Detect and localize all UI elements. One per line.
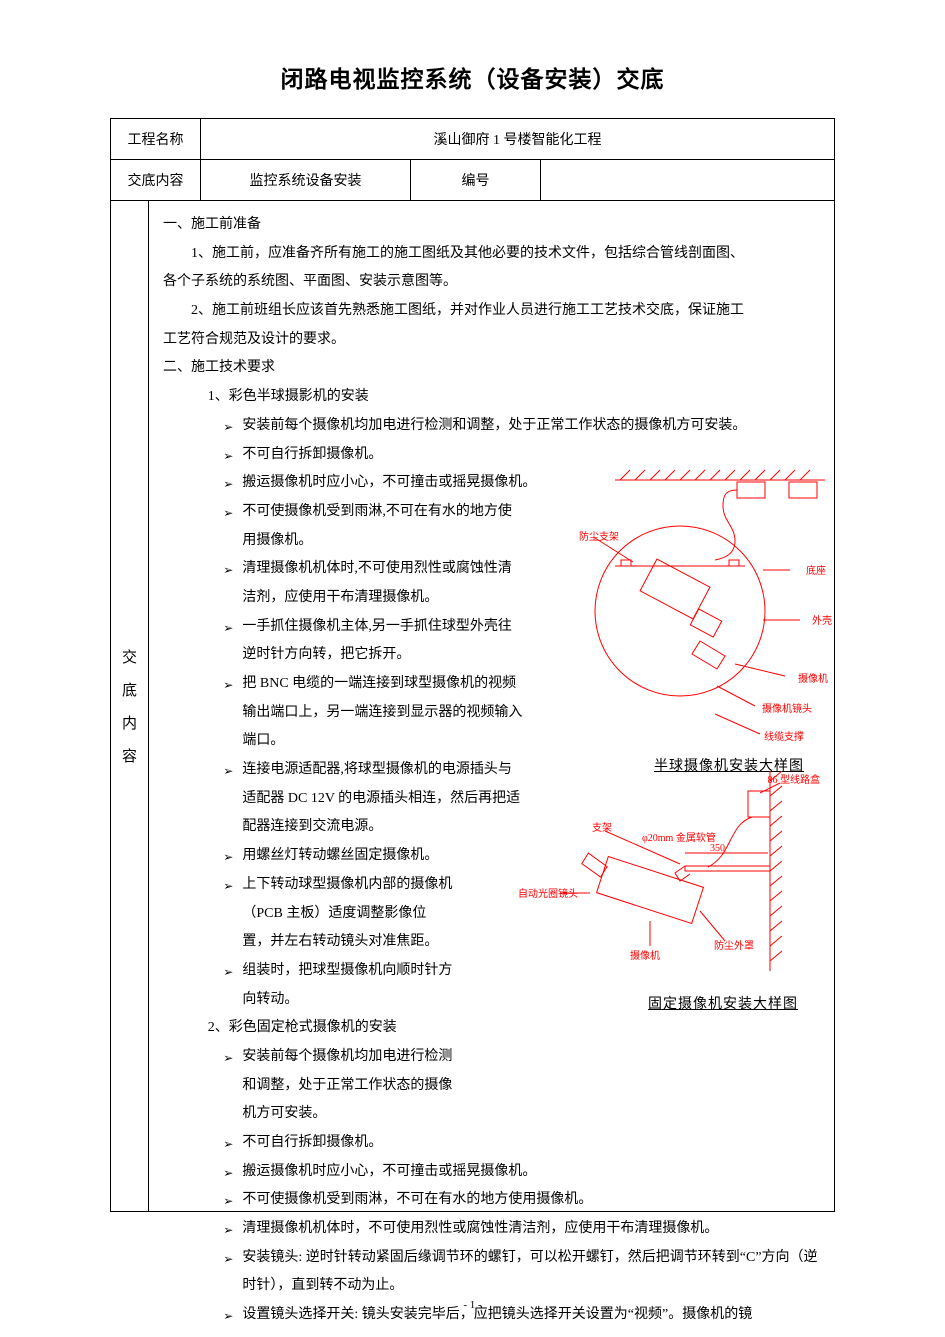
- paragraph: 2、施工前班组长应该首先熟悉施工图纸，并对作业人员进行施工工艺技术交底，保证施工: [163, 297, 820, 326]
- bullet-text: 一手抓住摄像机主体,另一手抓住球型外壳往逆时针方向转，把它拆开。: [242, 613, 522, 670]
- diagram-annotation: 自动光圈镜头: [518, 885, 578, 906]
- bullet-text: 安装前每个摄像机均加电进行检测和调整，处于正常工作状态的摄像机方可安装。: [242, 1043, 452, 1129]
- bullet-icon: ➢: [223, 441, 242, 470]
- content-label: 交底内容: [111, 160, 201, 201]
- content-cell: 交 底 内 容 一、施工前准备 1、施工前，应准备齐所有施工的施工图纸及其他必要…: [111, 201, 835, 1212]
- diagram-annotation: 线缆支撑: [764, 728, 804, 749]
- bullet-icon: ➢: [223, 498, 242, 555]
- list-item: ➢搬运摄像机时应小心，不可撞击或摇晃摄像机。: [163, 1158, 820, 1187]
- diagram-annotation: 86 型线路盒: [768, 771, 821, 792]
- bullet-icon: ➢: [223, 1158, 242, 1187]
- bullet-text: 不可自行拆卸摄像机。: [242, 1129, 820, 1158]
- project-name-label: 工程名称: [111, 119, 201, 160]
- heading-1: 一、施工前准备: [163, 211, 820, 240]
- heading-2: 二、施工技术要求: [163, 354, 820, 383]
- page-footer: - 1 -: [0, 1299, 945, 1311]
- bullet-icon: ➢: [223, 756, 242, 842]
- side-char: 底: [122, 679, 137, 700]
- bullet-icon: ➢: [223, 412, 242, 441]
- diagram-annotation: 防尘支架: [579, 528, 619, 549]
- diagram-annotation: 摄像机: [630, 947, 660, 968]
- diagram-annotation: 支架: [592, 819, 612, 840]
- bullet-text: 把 BNC 电缆的一端连接到球型摄像机的视频输出端口上，另一端连接到显示器的视频…: [242, 670, 522, 756]
- bullet-icon: ➢: [223, 670, 242, 756]
- diagram-annotation: 摄像机镜头: [762, 700, 812, 721]
- project-name-value: 溪山御府 1 号楼智能化工程: [201, 119, 835, 160]
- side-char: 内: [122, 712, 137, 733]
- bullet-text: 连接电源适配器,将球型摄像机的电源插头与适配器 DC 12V 的电源插头相连，然…: [242, 756, 522, 842]
- list-item: ➢清理摄像机机体时，不可使用烈性或腐蚀性清洁剂，应使用干布清理摄像机。: [163, 1215, 820, 1244]
- bullet-icon: ➢: [223, 1129, 242, 1158]
- side-char: 交: [122, 646, 137, 667]
- fixed-diagram-svg: [530, 771, 800, 991]
- bullet-text: 不可使摄像机受到雨淋，不可在有水的地方使用摄像机。: [242, 1186, 820, 1215]
- bullet-text: 安装前每个摄像机均加电进行检测和调整，处于正常工作状态的摄像机方可安装。: [242, 412, 820, 441]
- bullet-text: 不可自行拆卸摄像机。: [242, 441, 820, 470]
- list-item: ➢安装前每个摄像机均加电进行检测和调整，处于正常工作状态的摄像机方可安装。: [163, 412, 820, 441]
- diagram-annotation: 摄像机: [798, 670, 828, 691]
- bullet-icon: ➢: [223, 1215, 242, 1244]
- content-body: 一、施工前准备 1、施工前，应准备齐所有施工的施工图纸及其他必要的技术文件，包括…: [149, 201, 834, 1211]
- table-row: 工程名称 溪山御府 1 号楼智能化工程: [111, 119, 835, 160]
- number-label: 编号: [411, 160, 541, 201]
- diagram-annotation: 防尘外罩: [714, 937, 754, 958]
- table-row: 交 底 内 容 一、施工前准备 1、施工前，应准备齐所有施工的施工图纸及其他必要…: [111, 201, 835, 1212]
- list-item: ➢不可自行拆卸摄像机。: [163, 441, 820, 470]
- bullet-icon: ➢: [223, 613, 242, 670]
- list-item: ➢安装前每个摄像机均加电进行检测和调整，处于正常工作状态的摄像机方可安装。: [163, 1043, 820, 1129]
- diagram-caption: 固定摄像机安装大样图: [648, 991, 798, 1020]
- bullet-icon: ➢: [223, 957, 242, 1014]
- bullet-icon: ➢: [223, 1043, 242, 1129]
- paragraph: 1、施工前，应准备齐所有施工的施工图纸及其他必要的技术文件，包括综合管线剖面图、: [163, 240, 820, 269]
- fixed-camera-diagram: 86 型线路盒 支架 350 φ20mm 金属软管 自动光圈镜头 摄像机 防尘外…: [530, 771, 800, 991]
- bullet-text: 组装时，把球型摄像机向顺时针方向转动。: [242, 957, 452, 1014]
- paragraph: 各个子系统的系统图、平面图、安装示意图等。: [163, 268, 820, 297]
- paragraph: 工艺符合规范及设计的要求。: [163, 326, 820, 355]
- diagram-annotation: φ20mm 金属软管: [642, 829, 716, 850]
- number-value: [541, 160, 835, 201]
- bullet-icon: ➢: [223, 1186, 242, 1215]
- dome-camera-diagram: 防尘支架 底座 外壳 摄像机 摄像机镜头 线缆支撑: [585, 466, 830, 746]
- bullet-text: 用螺丝灯转动螺丝固定摄像机。: [242, 842, 452, 871]
- list-item: ➢不可使摄像机受到雨淋，不可在有水的地方使用摄像机。: [163, 1186, 820, 1215]
- bullet-icon: ➢: [223, 469, 242, 498]
- document-page: 闭路电视监控系统（设备安装）交底 工程名称 溪山御府 1 号楼智能化工程 交底内…: [0, 0, 945, 1212]
- bullet-text: 清理摄像机机体时，不可使用烈性或腐蚀性清洁剂，应使用干布清理摄像机。: [242, 1215, 820, 1244]
- bullet-text: 清理摄像机机体时,不可使用烈性或腐蚀性清洁剂，应使用干布清理摄像机。: [242, 555, 522, 612]
- list-item: ➢不可自行拆卸摄像机。: [163, 1129, 820, 1158]
- subheading: 1、彩色半球摄影机的安装: [163, 383, 820, 412]
- bullet-text: 安装镜头: 逆时针转动紧固后缘调节环的螺钉，可以松开螺钉，然后把调节环转到“C”…: [242, 1244, 820, 1301]
- content-wrap: 交 底 内 容 一、施工前准备 1、施工前，应准备齐所有施工的施工图纸及其他必要…: [111, 201, 834, 1211]
- diagram-annotation: 外壳: [812, 612, 832, 633]
- page-title: 闭路电视监控系统（设备安装）交底: [110, 60, 835, 94]
- bullet-text: 搬运摄像机时应小心，不可撞击或摇晃摄像机。: [242, 1158, 820, 1187]
- bullet-icon: ➢: [223, 555, 242, 612]
- bullet-icon: ➢: [223, 842, 242, 871]
- bullet-icon: ➢: [223, 1244, 242, 1301]
- table-row: 交底内容 监控系统设备安装 编号: [111, 160, 835, 201]
- diagram-annotation: 底座: [806, 562, 826, 583]
- content-value: 监控系统设备安装: [201, 160, 411, 201]
- bullet-icon: ➢: [223, 871, 242, 957]
- side-label: 交 底 内 容: [111, 201, 149, 1211]
- side-char: 容: [122, 745, 137, 766]
- list-item: ➢安装镜头: 逆时针转动紧固后缘调节环的螺钉，可以松开螺钉，然后把调节环转到“C…: [163, 1244, 820, 1301]
- bullet-text: 不可使摄像机受到雨淋,不可在有水的地方使用摄像机。: [242, 498, 522, 555]
- header-table: 工程名称 溪山御府 1 号楼智能化工程 交底内容 监控系统设备安装 编号 交 底…: [110, 118, 835, 1212]
- bullet-text: 上下转动球型摄像机内部的摄像机（PCB 主板）适度调整影像位置，并左右转动镜头对…: [242, 871, 452, 957]
